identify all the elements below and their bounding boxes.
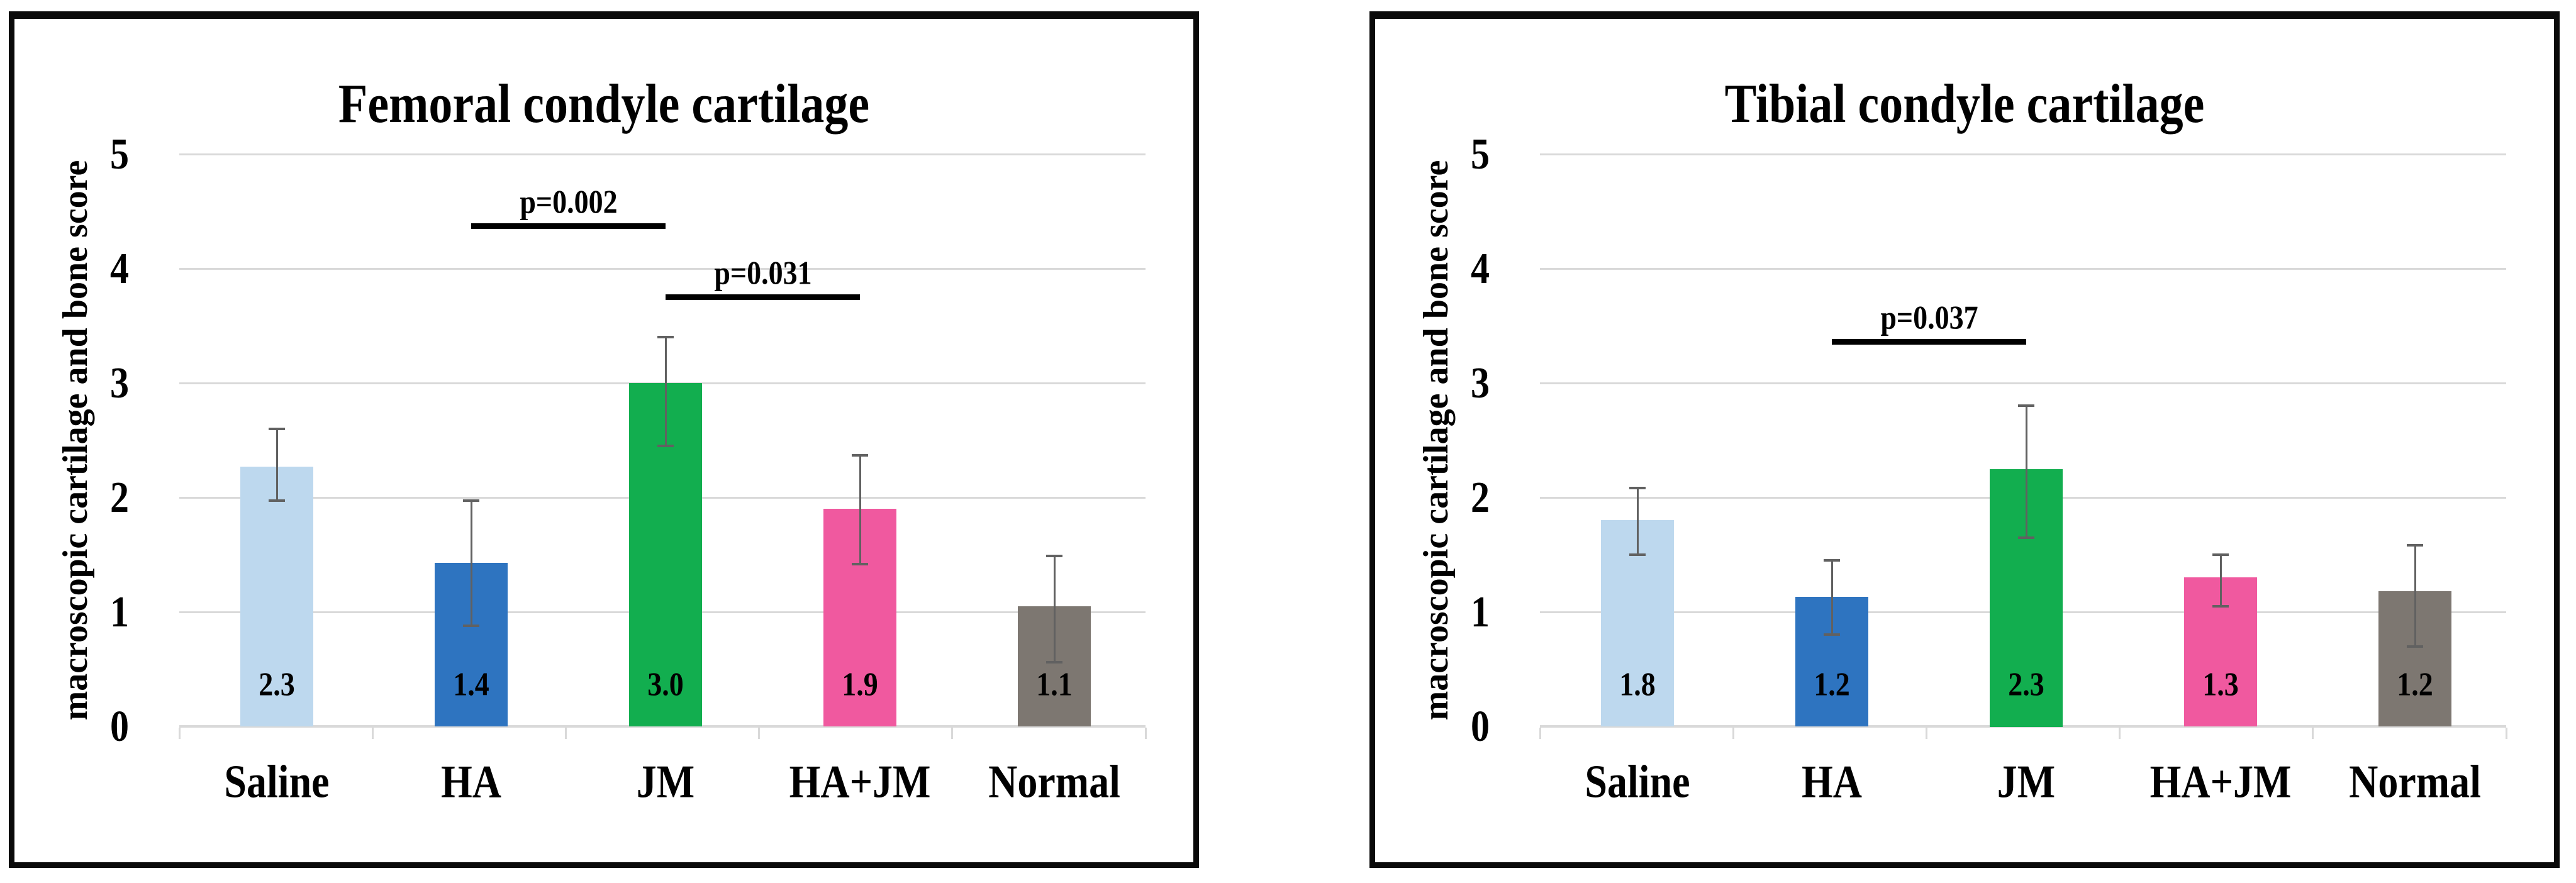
category-label-normal: Normal [2349, 755, 2481, 808]
significance-line [666, 294, 860, 300]
error-bar-line [1831, 560, 1833, 635]
bar-value-label: 1.8 [1619, 665, 1656, 703]
plot-area-femoral: 0 1 2 3 4 5 2.3 Saline 1.4 HA 3.0 JM 1.9 HA+JM 1.1 Norm… [14, 19, 1193, 862]
x-axis-tick [565, 728, 567, 739]
x-axis-tick [951, 728, 953, 739]
significance-line [471, 223, 666, 229]
error-bar-line [859, 455, 861, 564]
y-tick-label: 4 [110, 244, 129, 293]
error-bar-cap-bottom [2018, 536, 2034, 539]
category-label-jm: JM [1997, 755, 2056, 808]
bar-value-label: 3.0 [647, 665, 684, 703]
error-bar-cap-top [1824, 559, 1840, 562]
error-bar-cap-bottom [1824, 633, 1840, 636]
x-axis-tick [2312, 728, 2314, 739]
x-axis-tick [758, 728, 760, 739]
error-bar-cap-top [269, 428, 285, 430]
error-bar-line [2220, 555, 2222, 606]
bar-value-label: 1.3 [2202, 665, 2239, 703]
error-bar-cap-top [1629, 487, 1646, 489]
gridline [1540, 268, 2506, 270]
bar-value-label: 1.4 [453, 665, 489, 703]
category-label-ha-jm: HA+JM [2149, 755, 2292, 808]
gridline [179, 268, 1146, 270]
y-tick-label: 2 [110, 473, 129, 522]
error-bar-line [1054, 556, 1056, 662]
bar-saline [240, 467, 313, 726]
error-bar-line [665, 337, 667, 446]
error-bar-cap-bottom [852, 563, 868, 565]
chart-title-tibial: Tibial condyle cartilage [1724, 73, 2205, 135]
category-label-ha: HA [1802, 755, 1862, 808]
bar-value-label: 1.2 [1814, 665, 1850, 703]
error-bar-line [471, 501, 472, 625]
error-bar-cap-top [1046, 555, 1062, 557]
category-label-saline: Saline [224, 755, 330, 808]
y-tick-label: 1 [110, 587, 129, 636]
plot-area-tibial: 0 1 2 3 4 5 1.8 Saline 1.2 HA 2.3 JM 1.3 HA+JM 1.2 Norm… [1375, 19, 2554, 862]
error-bar-cap-bottom [463, 625, 479, 627]
y-tick-label: 3 [110, 358, 129, 408]
y-tick-label: 3 [1471, 358, 1490, 408]
error-bar-cap-bottom [1629, 553, 1646, 556]
category-label-saline: Saline [1585, 755, 1690, 808]
x-axis-tick [2119, 728, 2121, 739]
chart-title-femoral: Femoral condyle cartilage [338, 73, 870, 135]
category-label-ha: HA [441, 755, 501, 808]
category-label-jm: JM [636, 755, 695, 808]
y-tick-label: 0 [1471, 702, 1490, 751]
bar-value-label: 2.3 [2008, 665, 2044, 703]
error-bar-cap-top [657, 336, 674, 338]
error-bar-cap-bottom [269, 499, 285, 502]
significance-label: p=0.037 [1880, 298, 1978, 336]
chart-panel-femoral: Femoral condyle cartilage macroscopic ca… [9, 11, 1199, 868]
error-bar-cap-top [2018, 404, 2034, 407]
y-tick-label: 0 [110, 702, 129, 751]
category-label-normal: Normal [988, 755, 1120, 808]
error-bar-line [2414, 545, 2416, 646]
gridline [1540, 153, 2506, 155]
chart-panel-tibial: Tibial condyle cartilage macroscopic car… [1369, 11, 2560, 868]
error-bar-cap-bottom [2212, 605, 2229, 608]
error-bar-cap-top [2407, 544, 2423, 547]
error-bar-line [1637, 488, 1639, 555]
significance-label: p=0.002 [520, 182, 618, 220]
error-bar-cap-bottom [657, 445, 674, 447]
category-label-ha-jm: HA+JM [789, 755, 931, 808]
error-bar-cap-bottom [2407, 645, 2423, 648]
gridline [1540, 382, 2506, 384]
bar-value-label: 1.2 [2397, 665, 2433, 703]
x-axis-tick [1539, 728, 1541, 739]
x-axis-tick [1145, 728, 1147, 739]
bar-value-label: 2.3 [259, 665, 295, 703]
error-bar-cap-top [852, 454, 868, 457]
bar-value-label: 1.9 [842, 665, 878, 703]
x-axis-tick [372, 728, 374, 739]
x-axis-tick [2506, 728, 2507, 739]
y-tick-label: 4 [1471, 244, 1490, 293]
x-axis-tick [1732, 728, 1734, 739]
error-bar-cap-bottom [1046, 661, 1062, 664]
error-bar-cap-top [463, 499, 479, 502]
significance-line [1832, 339, 2026, 345]
y-tick-label: 5 [1471, 130, 1490, 179]
y-tick-label: 1 [1471, 587, 1490, 636]
significance-label: p=0.031 [714, 253, 812, 291]
y-tick-label: 2 [1471, 473, 1490, 522]
y-tick-label: 5 [110, 130, 129, 179]
x-axis-tick [179, 728, 181, 739]
error-bar-cap-top [2212, 553, 2229, 556]
bar-value-label: 1.1 [1036, 665, 1073, 703]
error-bar-line [2026, 406, 2027, 537]
x-axis-line [179, 725, 1146, 728]
error-bar-line [276, 429, 278, 501]
x-axis-tick [1926, 728, 1927, 739]
gridline [179, 153, 1146, 155]
